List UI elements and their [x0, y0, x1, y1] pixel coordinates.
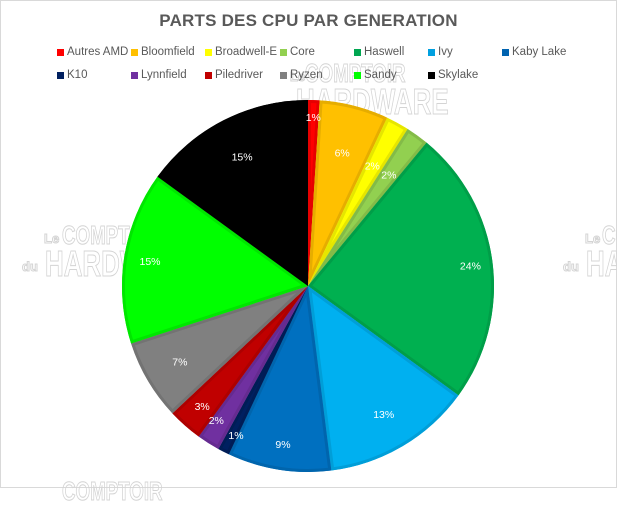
data-label: 7% — [172, 357, 187, 369]
legend-label: K10 — [67, 69, 88, 81]
pie-slice-border — [308, 128, 427, 286]
legend-item-kaby-lake: Kaby Lake — [502, 46, 566, 58]
pie-slice-border — [308, 142, 495, 396]
pie-slice-ivy — [308, 286, 459, 471]
legend-swatch — [428, 71, 435, 79]
legend-label: Sandy — [364, 69, 397, 81]
legend-swatch — [502, 48, 509, 56]
pie-labels: 1%6%2%2%24%13%9%1%2%3%7%15%15% — [139, 112, 480, 451]
pie-slice-border — [308, 286, 459, 471]
watermark-du: du — [22, 259, 39, 274]
data-label: 13% — [373, 409, 394, 421]
pie-slice-border — [121, 176, 308, 344]
watermark-hardware: HARDWARE — [586, 243, 617, 284]
legend-item-piledriver: Piledriver — [205, 69, 263, 81]
pie-slices — [121, 100, 495, 472]
legend-swatch — [205, 48, 212, 56]
chart-title: PARTS DES CPU PAR GENERATION — [159, 11, 458, 30]
pie-slice-skylake — [157, 100, 308, 286]
legend-label: Haswell — [364, 46, 405, 58]
legend-swatch — [354, 71, 361, 79]
legend-label: Kaby Lake — [512, 46, 567, 58]
data-label: 2% — [381, 170, 396, 182]
legend-swatch — [57, 71, 64, 79]
pie-slice-border — [157, 100, 308, 286]
pie-slice-kaby-lake — [228, 286, 332, 472]
legend-item-ryzen: Ryzen — [280, 69, 323, 81]
pie-slice-border — [131, 286, 308, 414]
pie-slice-haswell — [308, 142, 495, 396]
legend-swatch — [280, 71, 287, 79]
pie-slice-ryzen — [131, 286, 308, 414]
watermark-le: Le — [289, 69, 306, 84]
watermark-comptoir: COMPTOIR — [602, 220, 617, 250]
legend-label: Broadwell-E — [215, 46, 277, 58]
data-label: 1% — [228, 430, 243, 442]
data-label: 24% — [460, 261, 481, 273]
legend-item-bloomfield: Bloomfield — [131, 46, 195, 58]
legend-swatch — [57, 48, 64, 56]
data-label: 1% — [306, 112, 321, 124]
legend-swatch — [354, 48, 361, 56]
legend-swatch — [205, 71, 212, 79]
pie-slice-border — [308, 117, 408, 286]
legend-item-skylake: Skylake — [428, 69, 478, 81]
data-label: 15% — [139, 256, 160, 268]
pie-slice-border — [228, 286, 332, 472]
data-label: 2% — [209, 415, 224, 427]
legend-swatch — [131, 48, 138, 56]
legend-item-broadwell-e: Broadwell-E — [205, 46, 277, 58]
legend-label: Piledriver — [215, 69, 263, 81]
watermark-le: Le — [584, 231, 601, 246]
legend-item-autres-amd: Autres AMD — [57, 46, 128, 58]
legend-label: Ivy — [438, 46, 453, 58]
legend-item-haswell: Haswell — [354, 46, 404, 58]
legend-swatch — [280, 48, 287, 56]
legend: Autres AMD Bloomfield Broadwell-E Core H… — [0, 0, 617, 90]
pie-chart: 1%6%2%2%24%13%9%1%2%3%7%15%15% — [121, 100, 495, 472]
legend-label: Autres AMD — [67, 46, 129, 58]
legend-label: Core — [290, 46, 315, 58]
legend-item-lynnfield: Lynnfield — [131, 69, 187, 81]
data-label: 6% — [335, 148, 350, 160]
pie-slice-border — [218, 286, 308, 455]
data-label: 3% — [195, 401, 210, 413]
legend-label: Bloomfield — [141, 46, 195, 58]
legend-item-core: Core — [280, 46, 315, 58]
legend-swatch — [131, 71, 138, 79]
legend-item-ivy: Ivy — [428, 46, 453, 58]
data-label: 15% — [232, 152, 253, 164]
legend-label: Ryzen — [290, 69, 323, 81]
pie-slice-piledriver — [172, 286, 308, 437]
legend-swatch — [428, 48, 435, 56]
legend-label: Skylake — [438, 69, 479, 81]
watermark-le: Le — [43, 231, 60, 246]
data-label: 2% — [365, 160, 380, 172]
legend-item-sandy: Sandy — [354, 69, 397, 81]
watermark-du: du — [563, 259, 580, 274]
pie-slice-sandy — [121, 176, 308, 344]
legend-label: Lynnfield — [141, 69, 187, 81]
pie-slice-border — [308, 100, 388, 287]
pie-slice-border — [198, 286, 308, 449]
legend-item-k10: K10 — [57, 69, 87, 81]
pie-slice-border — [172, 286, 308, 437]
data-label: 9% — [275, 439, 290, 451]
